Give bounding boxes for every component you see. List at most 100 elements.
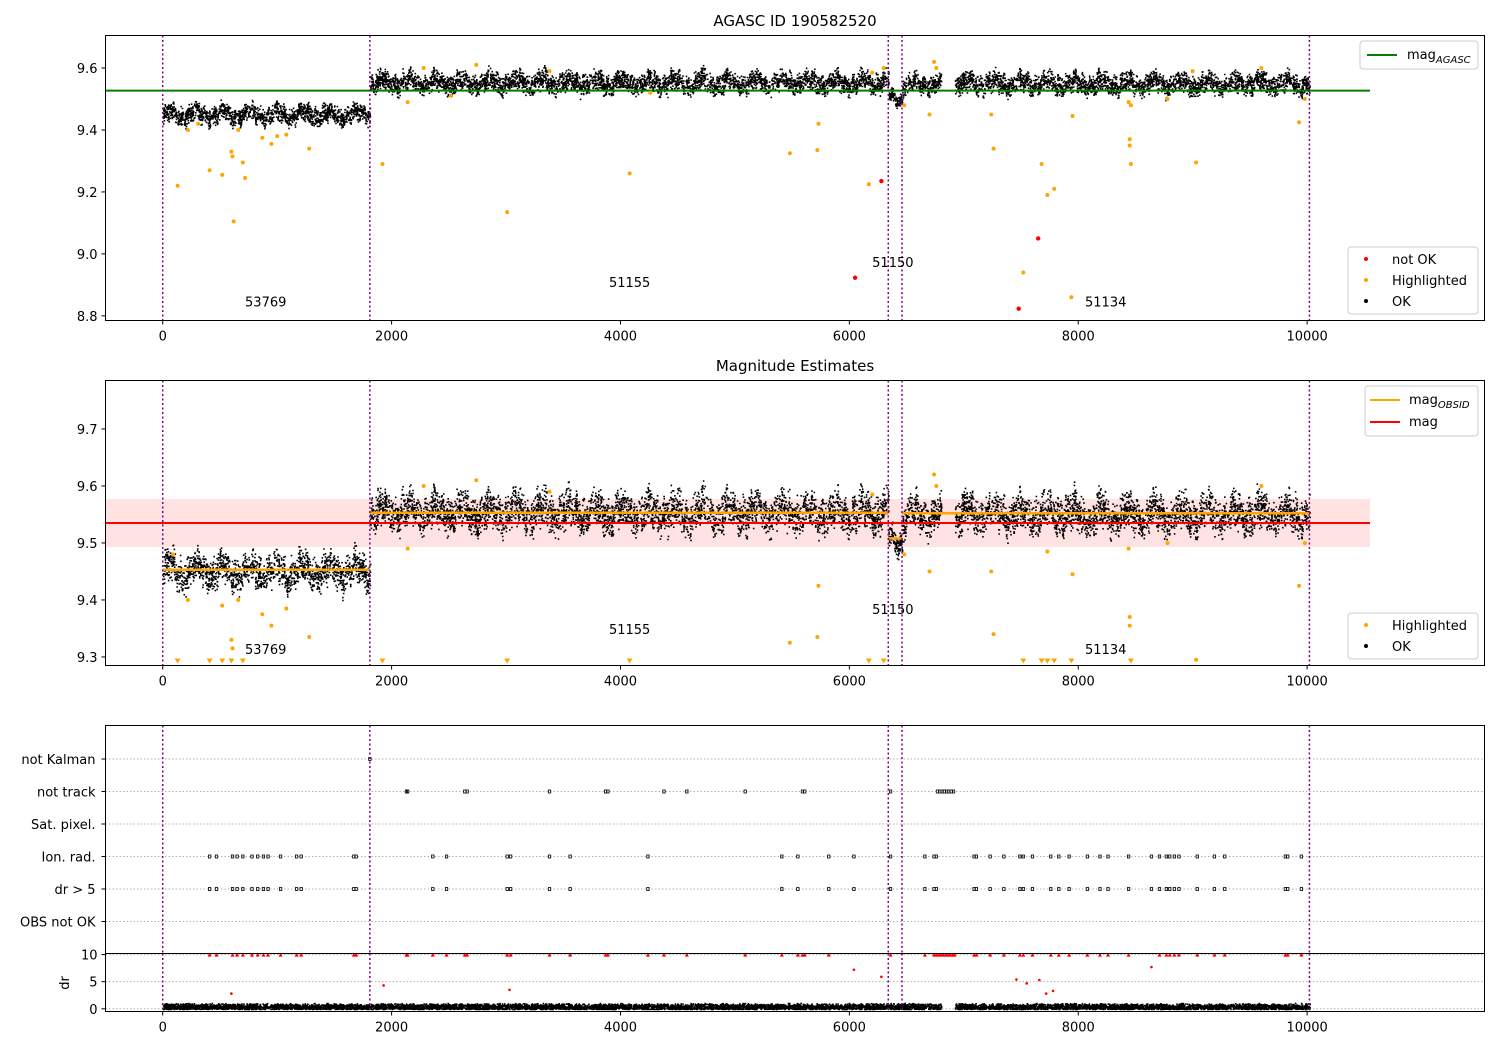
highlighted-point xyxy=(1259,66,1264,71)
dr-clipped-marker xyxy=(1285,952,1290,957)
panel1-title: AGASC ID 190582520 xyxy=(713,12,876,30)
highlighted-point xyxy=(505,210,510,215)
highlighted-point xyxy=(421,66,426,71)
highlighted-below-axis-marker xyxy=(206,658,213,664)
highlighted-below-axis-marker xyxy=(219,658,226,664)
highlighted-point xyxy=(1190,69,1195,74)
dr-clipped-marker xyxy=(605,952,610,957)
x-tick-label: 2000 xyxy=(375,675,408,690)
flag-marker xyxy=(1223,887,1227,891)
y-tick-label: 5 xyxy=(89,976,97,991)
highlighted-point xyxy=(816,583,821,588)
highlighted-point xyxy=(902,552,907,557)
flag-marker xyxy=(431,887,435,891)
flag-marker xyxy=(1195,887,1199,891)
dr-red-point xyxy=(1025,982,1029,985)
flag-marker xyxy=(256,854,260,859)
highlighted-point xyxy=(449,93,454,98)
highlighted-below-axis-marker xyxy=(239,658,246,664)
dr-clipped-marker xyxy=(430,952,435,957)
highlighted-point xyxy=(1297,120,1302,125)
dr-clipped-marker xyxy=(661,952,666,957)
dr-clipped-marker xyxy=(568,952,573,957)
panel1-marks: 53769 51155 51150 51134 8.8 9.0 9.2 9.4 9.6 0 2000… xyxy=(77,35,1479,345)
dr-red-point xyxy=(382,984,385,987)
flag-marker xyxy=(214,854,219,859)
dr-red-point xyxy=(852,968,856,972)
flag-marker xyxy=(568,854,572,859)
legend-label-subscript: AGASC xyxy=(1435,55,1471,66)
legend-box xyxy=(1347,612,1479,660)
dr-clipped-marker xyxy=(952,952,957,957)
obsid-label: 53769 xyxy=(245,296,286,311)
x-tick-label: 6000 xyxy=(833,675,866,690)
highlighted-below-axis-marker xyxy=(1051,658,1058,664)
flag-marker xyxy=(509,854,513,859)
y-tick-label: 9.6 xyxy=(77,62,98,77)
flag-marker xyxy=(261,854,266,859)
flag-marker xyxy=(827,854,831,859)
y-tick-label: 9.0 xyxy=(77,248,98,263)
highlighted-point xyxy=(275,134,280,139)
panel1-frame xyxy=(105,35,1485,321)
dr-clipped-marker xyxy=(1097,952,1102,957)
ok-points xyxy=(162,64,1311,130)
flag-marker xyxy=(1149,854,1154,859)
flag-marker xyxy=(1106,854,1110,859)
flag-marker xyxy=(208,887,212,891)
flag-marker xyxy=(1195,854,1199,859)
x-tick-label: 4000 xyxy=(604,1021,637,1036)
x-tick-label: 4000 xyxy=(604,330,637,345)
dr-clipped-marker xyxy=(1048,952,1053,957)
flag-marker xyxy=(662,789,666,794)
highlighted-point xyxy=(185,597,190,602)
flag-row-label: Ion. rad. xyxy=(42,851,96,866)
y-tick-label: 0 xyxy=(89,1003,97,1018)
flag-marker xyxy=(299,854,303,859)
highlighted-point xyxy=(474,62,479,67)
legend-label: not OK xyxy=(1392,253,1437,268)
dr-clipped-marker xyxy=(922,952,927,957)
flag-marker xyxy=(1126,887,1131,891)
flag-marker xyxy=(444,887,449,891)
flag-marker xyxy=(250,854,254,859)
highlighted-point xyxy=(171,552,176,557)
highlighted-point xyxy=(991,632,996,637)
dr-clipped-marker xyxy=(974,952,979,957)
highlighted-point xyxy=(175,183,180,188)
flag-row-label: not Kalman xyxy=(21,753,95,768)
flag-marker xyxy=(743,789,747,794)
highlighted-below-axis-marker xyxy=(626,658,633,664)
flag-marker xyxy=(547,789,552,794)
dr-clipped-marker xyxy=(1195,952,1200,957)
flag-marker xyxy=(1164,887,1168,891)
dr-clipped-marker xyxy=(802,952,807,957)
highlighted-point xyxy=(627,171,632,176)
panel2-title: Magnitude Estimates xyxy=(716,357,874,375)
x-tick-label: 10000 xyxy=(1286,330,1327,345)
dr-clipped-marker xyxy=(1067,952,1072,957)
dr-clipped-marker xyxy=(255,952,260,957)
flag-marker xyxy=(509,887,513,891)
dr-clipped-marker xyxy=(249,952,254,957)
dr-clipped-marker xyxy=(1172,952,1177,957)
flag-marker xyxy=(547,887,552,891)
flag-row-label: Sat. pixel. xyxy=(31,818,95,833)
dr-red-point xyxy=(1150,965,1153,969)
x-tick-label: 6000 xyxy=(833,1021,866,1036)
x-tick-label: 10000 xyxy=(1286,1021,1327,1036)
flag-marker xyxy=(1106,887,1110,891)
highlighted-point xyxy=(1126,546,1131,551)
highlighted-point xyxy=(421,483,426,488)
flag-marker xyxy=(974,887,978,891)
highlighted-point xyxy=(991,146,996,151)
highlighted-point xyxy=(229,637,234,642)
not-ok-point xyxy=(879,178,884,184)
flag-marker xyxy=(1049,887,1053,891)
flag-marker xyxy=(1223,854,1227,859)
flag-marker xyxy=(230,854,235,859)
dr-clipped-marker xyxy=(1176,952,1181,957)
flag-marker xyxy=(295,887,299,891)
highlighted-point xyxy=(1126,100,1131,105)
y-tick-label: 8.8 xyxy=(77,310,98,325)
